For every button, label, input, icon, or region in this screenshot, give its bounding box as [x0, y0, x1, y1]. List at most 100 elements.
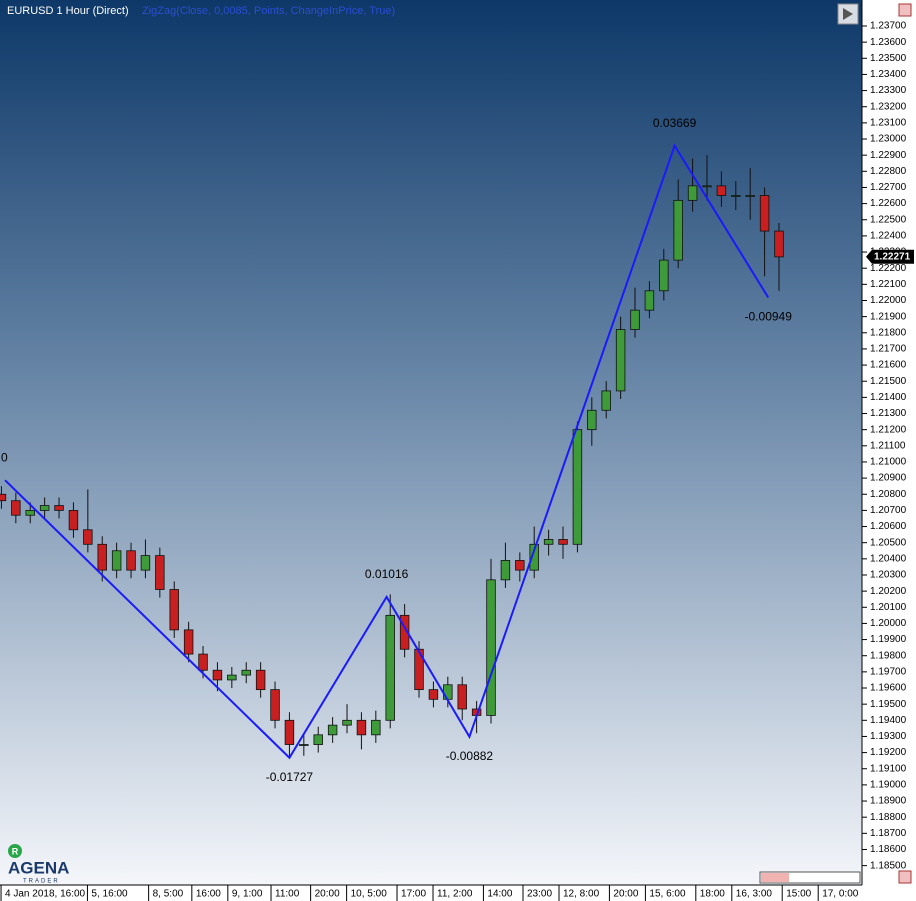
plot-area [0, 0, 862, 885]
candle-body [500, 560, 511, 581]
candle-body [774, 230, 784, 258]
y-tick-label: 1.21600 [870, 360, 907, 371]
y-tick-label: 1.23000 [870, 134, 907, 145]
x-tick-label: 23:00 [527, 889, 552, 900]
last-price-box [866, 249, 914, 264]
x-tick-label: 5, 16:00 [91, 889, 128, 900]
candle-body [644, 290, 655, 311]
x-tick-label: 14:00 [487, 889, 512, 900]
y-tick-label: 1.21400 [870, 392, 907, 403]
logo-mark: R [12, 846, 19, 856]
x-tick-label: 20:00 [315, 889, 340, 900]
candle-body [198, 653, 208, 671]
candle-body [687, 185, 698, 201]
y-tick-label: 1.22800 [870, 166, 907, 177]
close-button[interactable] [898, 3, 912, 17]
y-tick-label: 1.21900 [870, 311, 907, 322]
candle-body [54, 505, 64, 511]
y-tick-label: 1.23100 [870, 118, 907, 129]
candle-body [241, 669, 251, 676]
candle-body [385, 614, 395, 721]
y-tick-label: 1.22700 [870, 182, 907, 193]
y-tick-label: 1.21100 [870, 440, 906, 451]
y-tick-label: 1.20900 [870, 473, 907, 484]
y-tick-label: 1.19200 [870, 747, 907, 758]
last-price-label: 1.22271 [874, 251, 911, 262]
x-tick-label: 16, 3:00 [736, 889, 773, 900]
x-tick-label: 17, 0:00 [822, 889, 859, 900]
candle-body [543, 539, 554, 545]
x-tick-label: 16:00 [196, 889, 221, 900]
play-button[interactable] [837, 3, 859, 25]
y-tick-label: 1.20200 [870, 586, 907, 597]
y-tick-label: 1.22900 [870, 150, 907, 161]
candle-body [313, 734, 323, 745]
candle-body [414, 648, 424, 691]
y-tick-label: 1.21300 [870, 408, 907, 419]
candle-body [745, 195, 755, 197]
x-tick-label: 11:00 [275, 889, 300, 900]
x-tick-label: 20:00 [613, 889, 638, 900]
y-tick-label: 1.18900 [870, 796, 907, 807]
x-tick-label: 17:00 [401, 889, 426, 900]
scrollbar[interactable] [759, 871, 861, 884]
y-tick-label: 1.22500 [870, 214, 907, 225]
y-tick-label: 1.18500 [870, 860, 907, 871]
y-tick-label: 1.19800 [870, 650, 907, 661]
candle-body [270, 689, 280, 721]
candle-body [299, 744, 309, 746]
zigzag-line [4, 143, 770, 760]
candle-body [68, 509, 79, 531]
candle-body [371, 719, 381, 736]
candle-body [83, 529, 93, 545]
indicator-label: ZigZag(Close, 0,0085, Points, ChangeInPr… [142, 5, 395, 17]
y-tick-label: 1.20500 [870, 537, 907, 548]
y-tick-label: 1.19500 [870, 699, 907, 710]
y-tick-label: 1.19600 [870, 683, 907, 694]
y-tick-label: 1.19700 [870, 667, 907, 678]
y-tick-label: 1.23300 [870, 85, 907, 96]
candle-body [428, 689, 439, 700]
y-tick-label: 1.19300 [870, 731, 907, 742]
logo-name: AGENA [8, 858, 69, 877]
y-tick-label: 1.20700 [870, 505, 907, 516]
x-tick-label: 9, 1:00 [232, 889, 263, 900]
x-tick-label: 11, 2:00 [437, 889, 473, 900]
candle-body [183, 629, 194, 655]
zigzag-change-label: 0.01016 [365, 567, 409, 581]
x-tick-label: 8, 5:00 [153, 889, 184, 900]
y-tick-label: 1.18600 [870, 844, 907, 855]
candle-body [587, 409, 597, 431]
y-tick-label: 1.20800 [870, 489, 907, 500]
y-tick-label: 1.19000 [870, 780, 907, 791]
y-tick-label: 1.22000 [870, 295, 907, 306]
candle-body [601, 390, 611, 411]
y-tick-label: 1.20300 [870, 570, 907, 581]
candle-body [25, 509, 35, 516]
x-tick-label: 18:00 [700, 889, 725, 900]
candle-body [356, 719, 367, 736]
candle-body [284, 719, 295, 745]
candle-body [558, 539, 568, 545]
candle-body [342, 719, 352, 726]
y-tick-label: 1.21700 [870, 344, 907, 355]
scroll-button[interactable] [898, 870, 912, 884]
y-tick-label: 1.23400 [870, 69, 907, 80]
y-tick-label: 1.23700 [870, 21, 907, 32]
candle-body [0, 493, 7, 502]
zigzag-change-label: 0.03669 [653, 116, 697, 130]
candle-body [97, 543, 107, 571]
y-tick-label: 1.20000 [870, 618, 907, 629]
candle-body [759, 195, 770, 232]
candle-body [126, 550, 136, 571]
y-tick-label: 1.23200 [870, 101, 907, 112]
candle-body [515, 560, 525, 571]
y-tick-label: 1.23600 [870, 37, 907, 48]
candle-body [169, 589, 179, 631]
x-tick-label: 10, 5:00 [351, 889, 388, 900]
candle-body [716, 185, 727, 196]
y-tick-label: 1.21800 [870, 327, 907, 338]
candle-body [615, 329, 626, 392]
logo: R AGENA TRADER [8, 844, 69, 885]
y-tick-label: 1.19100 [870, 763, 907, 774]
